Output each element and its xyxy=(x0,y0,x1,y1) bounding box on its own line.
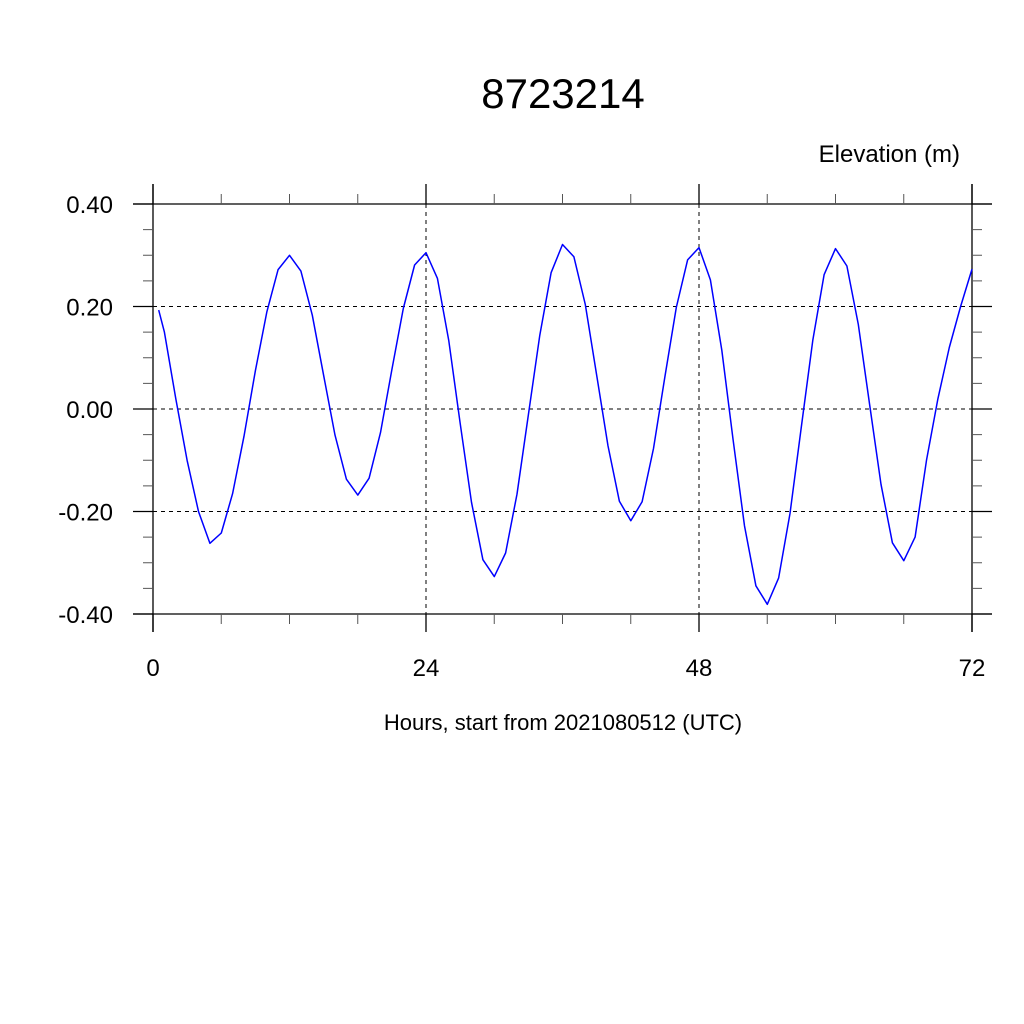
series-line-elevation xyxy=(157,243,973,606)
x-tick-label: 0 xyxy=(146,655,159,682)
axes xyxy=(133,184,992,632)
y-tick-label: -0.20 xyxy=(58,500,113,527)
chart-subtitle: Elevation (m) xyxy=(819,141,960,168)
x-tick-label: 72 xyxy=(959,655,986,682)
series-group xyxy=(157,243,973,606)
y-tick-label: 0.00 xyxy=(66,397,113,424)
x-tick-label: 24 xyxy=(413,655,440,682)
chart-title: 8723214 xyxy=(481,70,645,117)
y-tick-label: 0.40 xyxy=(66,192,113,219)
tick-labels: 0.40 0.20 0.00 -0.20 -0.40 0 24 48 72 xyxy=(58,192,985,682)
grid-lines xyxy=(152,203,973,615)
y-tick-label: 0.20 xyxy=(66,295,113,322)
x-axis-label: Hours, start from 2021080512 (UTC) xyxy=(384,710,742,735)
y-tick-label: -0.40 xyxy=(58,602,113,629)
x-tick-label: 48 xyxy=(686,655,713,682)
